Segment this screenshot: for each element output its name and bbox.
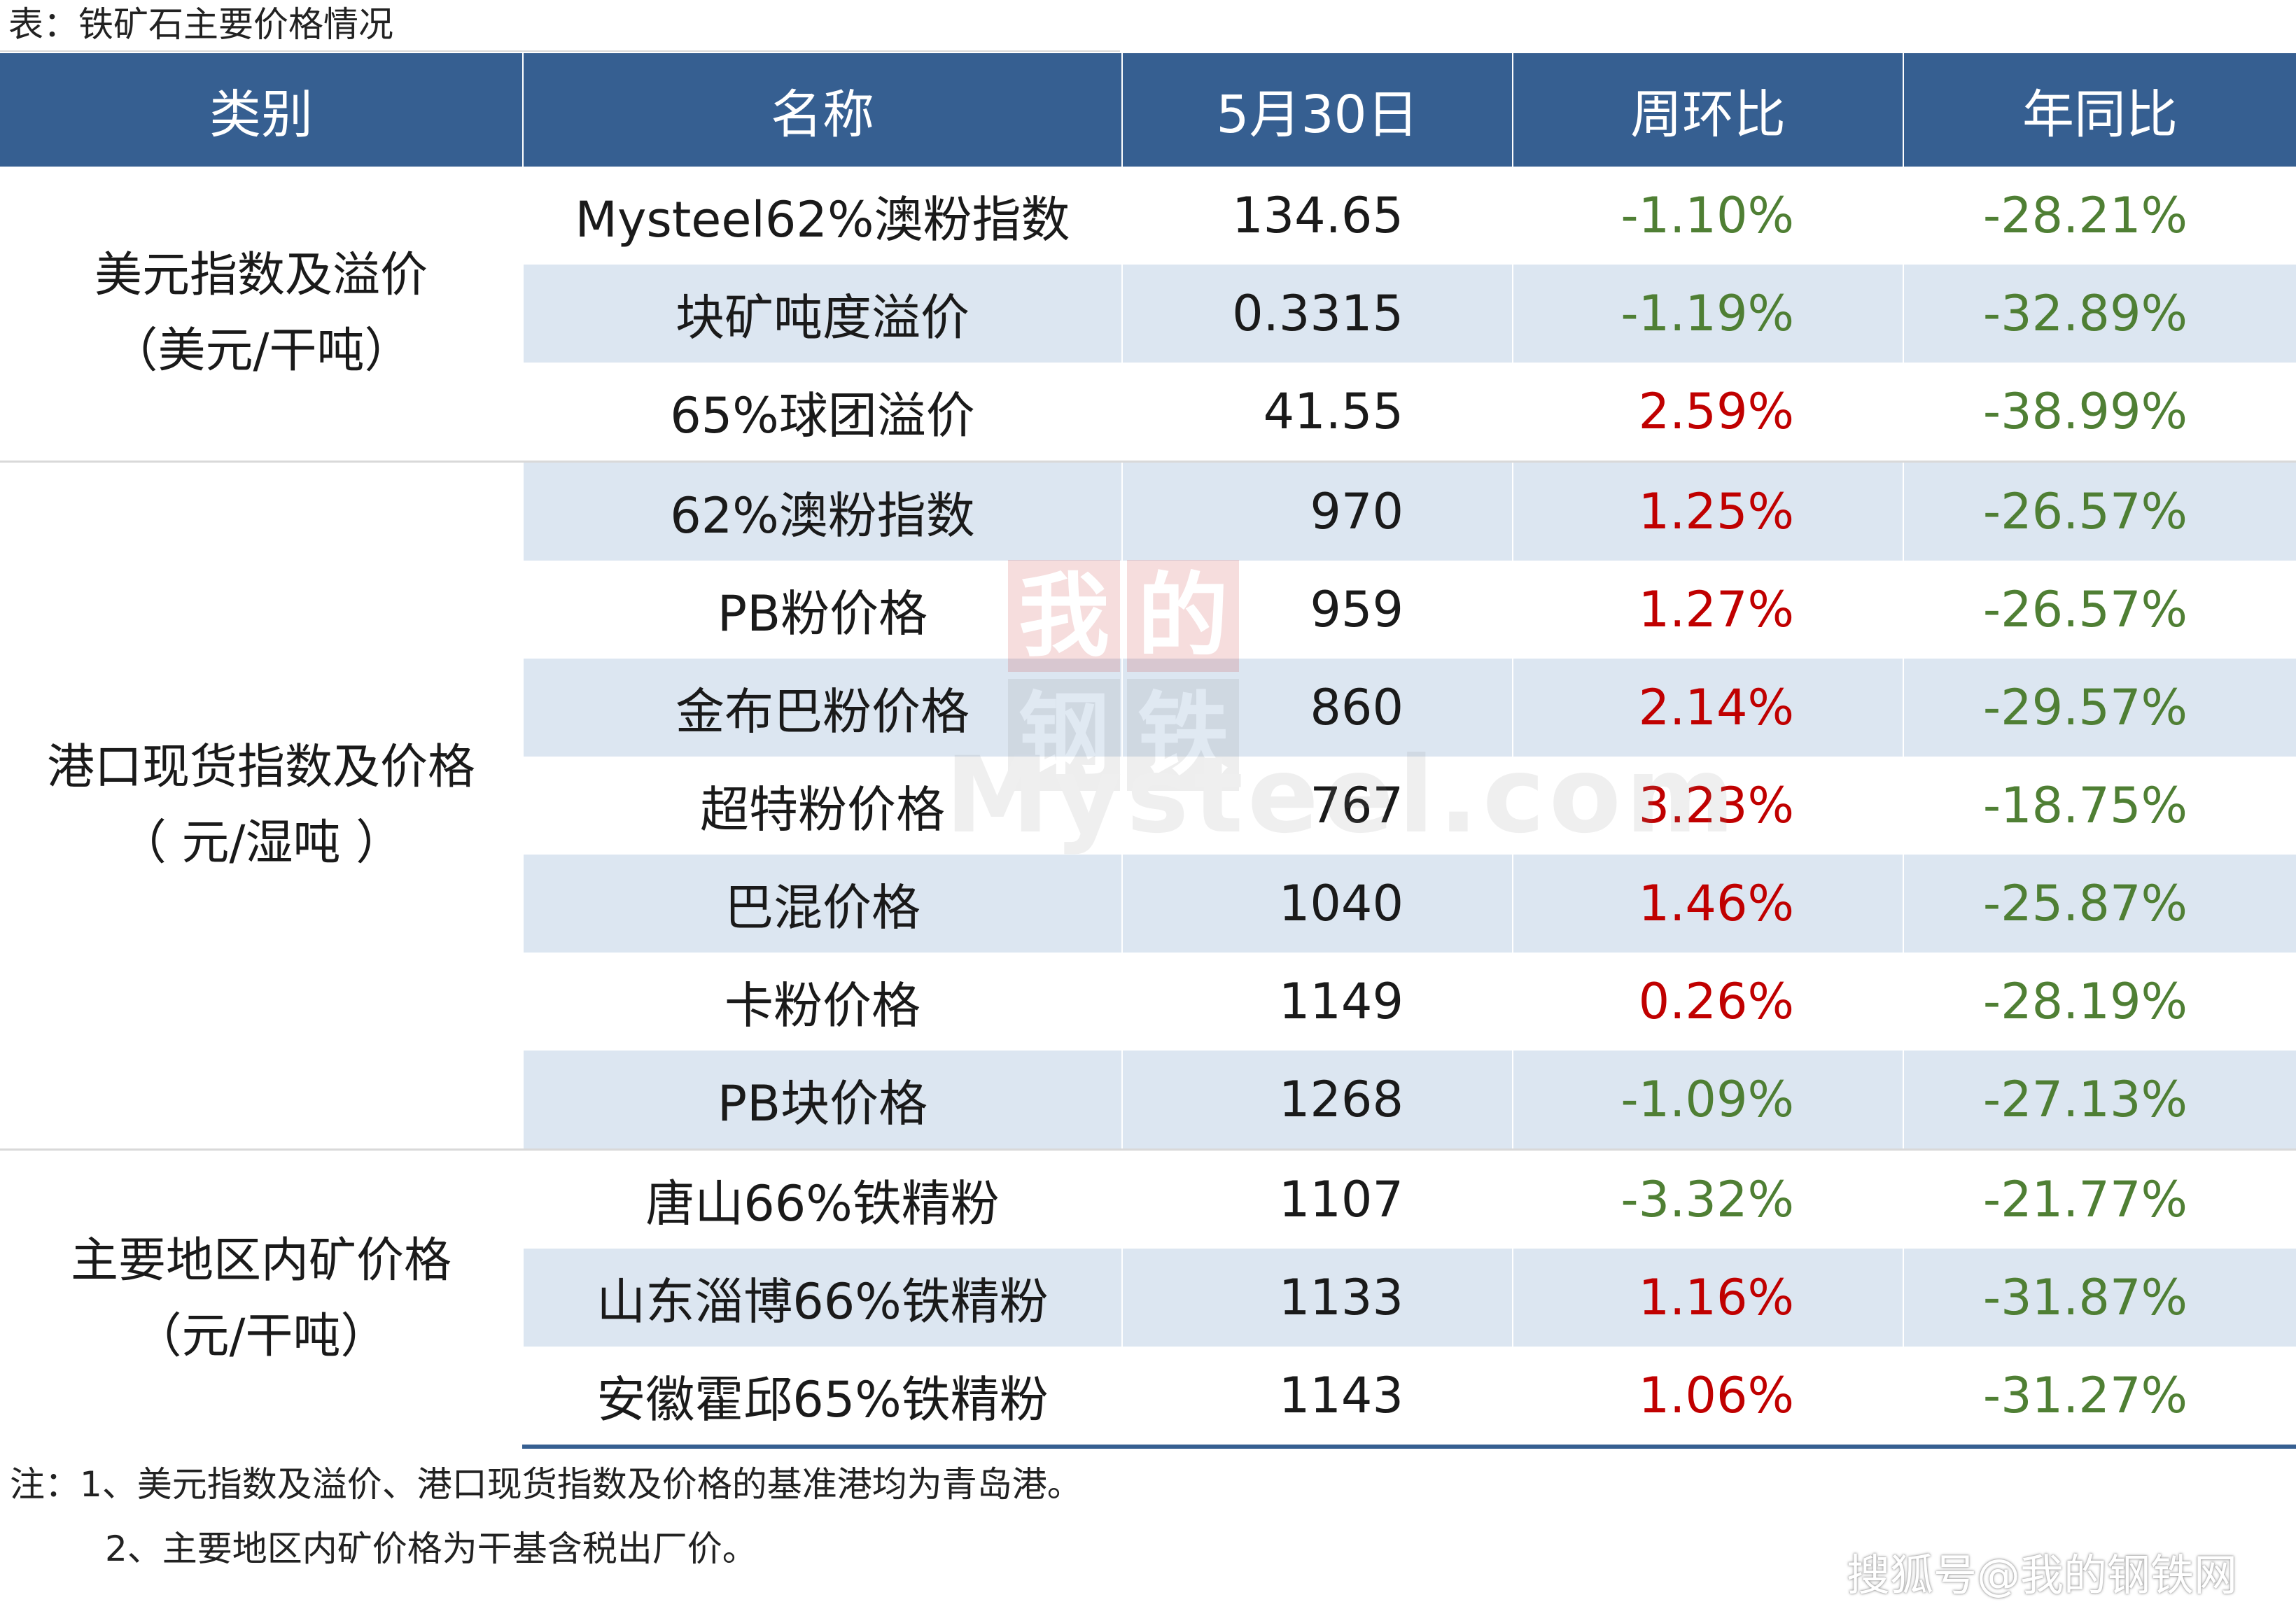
item-name: 超特粉价格 [522,757,1122,855]
header-row: 类别 名称 5月30日 周环比 年同比 [0,53,2296,167]
week-on-week-change: 1.46% [1512,855,1903,953]
table-title: 表：铁矿石主要价格情况 [8,4,393,45]
week-on-week-change: 1.25% [1512,461,1903,561]
category-cell: 港口现货指数及价格 （ 元/湿吨 ） [0,461,523,1150]
category-unit: （元/干吨） [134,1308,388,1364]
table-row: 安徽霍邱65%铁精粉 1143 1.06% -31.27% [0,1347,2296,1449]
table-row: 港口现货指数及价格 （ 元/湿吨 ） 62%澳粉指数 970 1.25% -26.57% [0,461,2296,1150]
year-on-year-change: -18.75% [1903,757,2296,855]
year-on-year-change: -28.21% [1903,167,2296,265]
week-on-week-change: 1.27% [1512,561,1903,659]
group-domestic-ore: 主要地区内矿价格 （元/干吨） 唐山66%铁精粉 1107 -3.32% -21.77% 山… [0,1148,2296,1449]
group-usd-index: 美元指数及溢价 （美元/干吨） Mysteel62%澳粉指数 134.65 -1.10%… [0,167,2296,462]
category-label: 主要地区内矿价格 [70,1232,451,1288]
item-name: 块矿吨度溢价 [522,265,1122,363]
price-value: 1133 [1121,1249,1513,1347]
price-value: 1143 [1121,1347,1513,1449]
week-on-week-change: 2.14% [1512,659,1903,757]
table-row: 美元指数及溢价 （美元/干吨） Mysteel62%澳粉指数 134.65 -1.10%… [0,167,2296,462]
table-row: 金布巴粉价格 860 2.14% -29.57% [0,659,2296,757]
week-on-week-change: 2.59% [1512,363,1903,462]
table-row: 巴混价格 1040 1.46% -25.87% [0,855,2296,953]
year-on-year-change: -26.57% [1903,561,2296,659]
week-on-week-change: -3.32% [1512,1148,1903,1249]
iron-ore-price-table: 类别 名称 5月30日 周环比 年同比 美元指数及溢价 （美元/干吨） Mystee… [0,53,2296,1449]
week-on-week-change: -1.09% [1512,1051,1903,1150]
year-on-year-change: -31.87% [1903,1249,2296,1347]
item-name: 金布巴粉价格 [522,659,1122,757]
footnotes: 注：1、美元指数及溢价、港口现货指数及价格的基准港均为青岛港。 2、主要地区内矿… [10,1452,1082,1581]
category-unit: （ 元/湿吨 ） [118,815,404,871]
year-on-year-change: -25.87% [1903,855,2296,953]
price-value: 0.3315 [1121,265,1513,363]
item-name: PB粉价格 [522,561,1122,659]
header-category: 类别 [0,53,523,167]
item-name: 62%澳粉指数 [522,461,1122,561]
table-row: 65%球团溢价 41.55 2.59% -38.99% [0,363,2296,462]
group-port-spot: 港口现货指数及价格（ 元/湿吨 ） 62%澳粉指数 970 1.25% -26.57% P… [0,461,2296,1150]
price-value: 860 [1121,659,1513,757]
title-divider [0,50,1120,52]
year-on-year-change: -28.19% [1903,953,2296,1051]
source-credit: 搜狐号@我的钢铁网 [1846,1550,2237,1601]
week-on-week-change: 0.26% [1512,953,1903,1051]
price-value: 41.55 [1121,363,1513,462]
price-value: 1040 [1121,855,1513,953]
price-value: 1107 [1121,1148,1513,1249]
table-row: PB粉价格 959 1.27% -26.57% [0,561,2296,659]
table-row: 块矿吨度溢价 0.3315 -1.19% -32.89% [0,265,2296,363]
table-row: 主要地区内矿价格 （元/干吨） 唐山66%铁精粉 1107 -3.32% -21.77% [0,1148,2296,1447]
category-cell: 美元指数及溢价 （美元/干吨） [0,167,523,462]
category-unit: （美元/干吨） [110,323,412,379]
item-name: Mysteel62%澳粉指数 [522,167,1122,265]
header-date: 5月30日 [1121,53,1513,167]
footnote-1: 注：1、美元指数及溢价、港口现货指数及价格的基准港均为青岛港。 [10,1464,1082,1505]
header-name: 名称 [522,53,1122,167]
item-name: 卡粉价格 [522,953,1122,1051]
item-name: 巴混价格 [522,855,1122,953]
week-on-week-change: -1.10% [1512,167,1903,265]
price-value: 1268 [1121,1051,1513,1150]
week-on-week-change: 1.16% [1512,1249,1903,1347]
year-on-year-change: -26.57% [1903,461,2296,561]
category-cell: 主要地区内矿价格 （元/干吨） [0,1148,523,1447]
year-on-year-change: -27.13% [1903,1051,2296,1150]
category-label: 港口现货指数及价格 [46,740,475,795]
item-name: 安徽霍邱65%铁精粉 [522,1347,1122,1449]
year-on-year-change: -38.99% [1903,363,2296,462]
price-value: 959 [1121,561,1513,659]
table-row: 超特粉价格 767 3.23% -18.75% [0,757,2296,855]
year-on-year-change: -21.77% [1903,1148,2296,1249]
table-row: PB块价格 1268 -1.09% -27.13% [0,1051,2296,1150]
item-name: 山东淄博66%铁精粉 [522,1249,1122,1347]
year-on-year-change: -31.27% [1903,1347,2296,1449]
item-name: 65%球团溢价 [522,363,1122,462]
week-on-week-change: 1.06% [1512,1347,1903,1449]
item-name: PB块价格 [522,1051,1122,1150]
table-row: 山东淄博66%铁精粉 1133 1.16% -31.87% [0,1249,2296,1347]
item-name: 唐山66%铁精粉 [522,1148,1122,1249]
price-value: 767 [1121,757,1513,855]
price-value: 970 [1121,461,1513,561]
week-on-week-change: 3.23% [1512,757,1903,855]
header-year-on-year: 年同比 [1903,53,2296,167]
year-on-year-change: -29.57% [1903,659,2296,757]
header-week-on-week: 周环比 [1512,53,1903,167]
price-value: 1149 [1121,953,1513,1051]
footnote-2: 2、主要地区内矿价格为干基含税出厂价。 [105,1529,757,1569]
week-on-week-change: -1.19% [1512,265,1903,363]
year-on-year-change: -32.89% [1903,265,2296,363]
category-label: 美元指数及溢价 [94,248,428,303]
price-value: 134.65 [1121,167,1513,265]
table-row: 卡粉价格 1149 0.26% -28.19% [0,953,2296,1051]
